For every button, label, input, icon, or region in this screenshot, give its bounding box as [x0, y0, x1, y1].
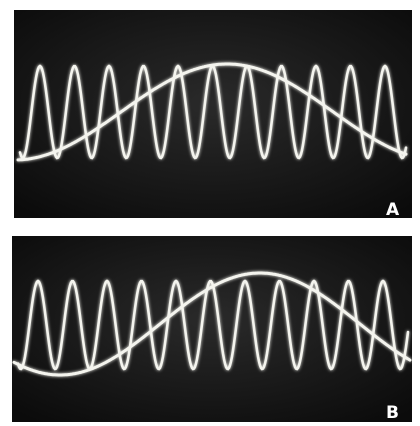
panel-b-screen: [12, 236, 412, 422]
panel-label: B: [386, 403, 399, 423]
waveform: [12, 271, 412, 377]
waveform: [16, 62, 408, 162]
traces: [12, 62, 412, 377]
panel-label: A: [386, 200, 400, 220]
panel-a-screen: [14, 10, 412, 218]
